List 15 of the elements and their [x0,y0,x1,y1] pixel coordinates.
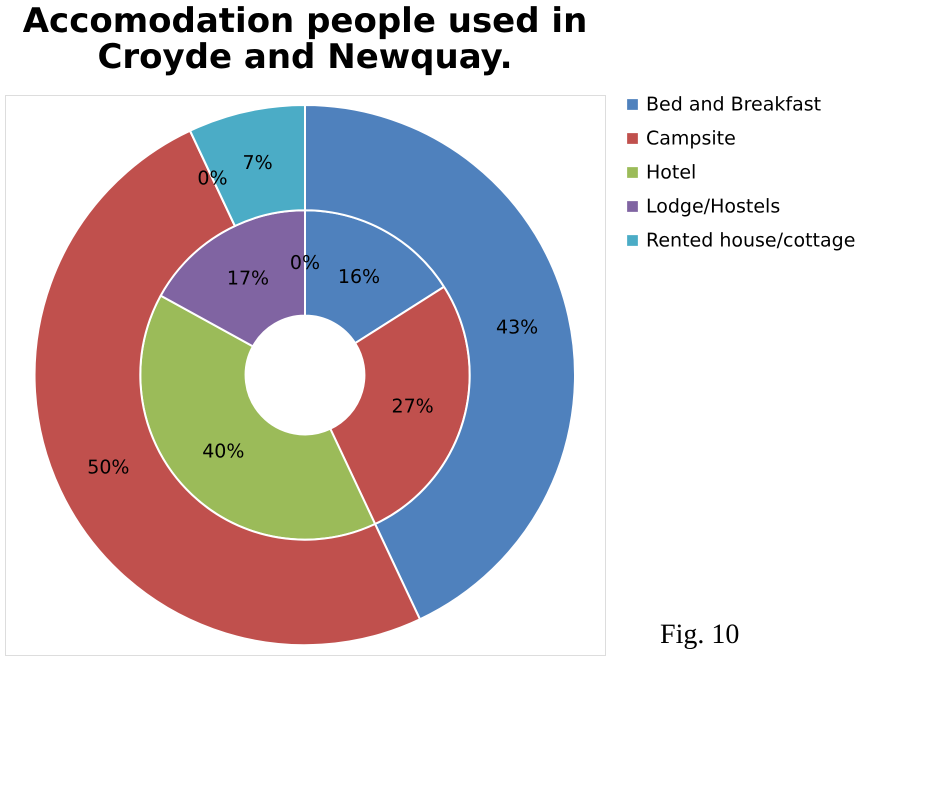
chart-title: Accomodation people used in Croyde and Newquay. [22,1,588,77]
data-label: 7% [242,152,273,174]
data-label: 50% [87,456,130,479]
data-label: 40% [202,440,244,463]
legend-label: Hotel [646,162,696,184]
data-label: 27% [391,395,434,418]
legend-label: Campsite [646,128,736,150]
data-label: 43% [496,316,538,339]
caption: Fig. 10 [660,619,740,650]
legend-label: Lodge/Hostels [646,196,780,218]
text: 0% [197,167,228,190]
data-label: 17% [226,268,270,290]
legend-label: Rented house/cottage [646,230,856,252]
legend-label: Bed and Breakfast [646,94,822,116]
data-label: 16% [338,266,380,288]
